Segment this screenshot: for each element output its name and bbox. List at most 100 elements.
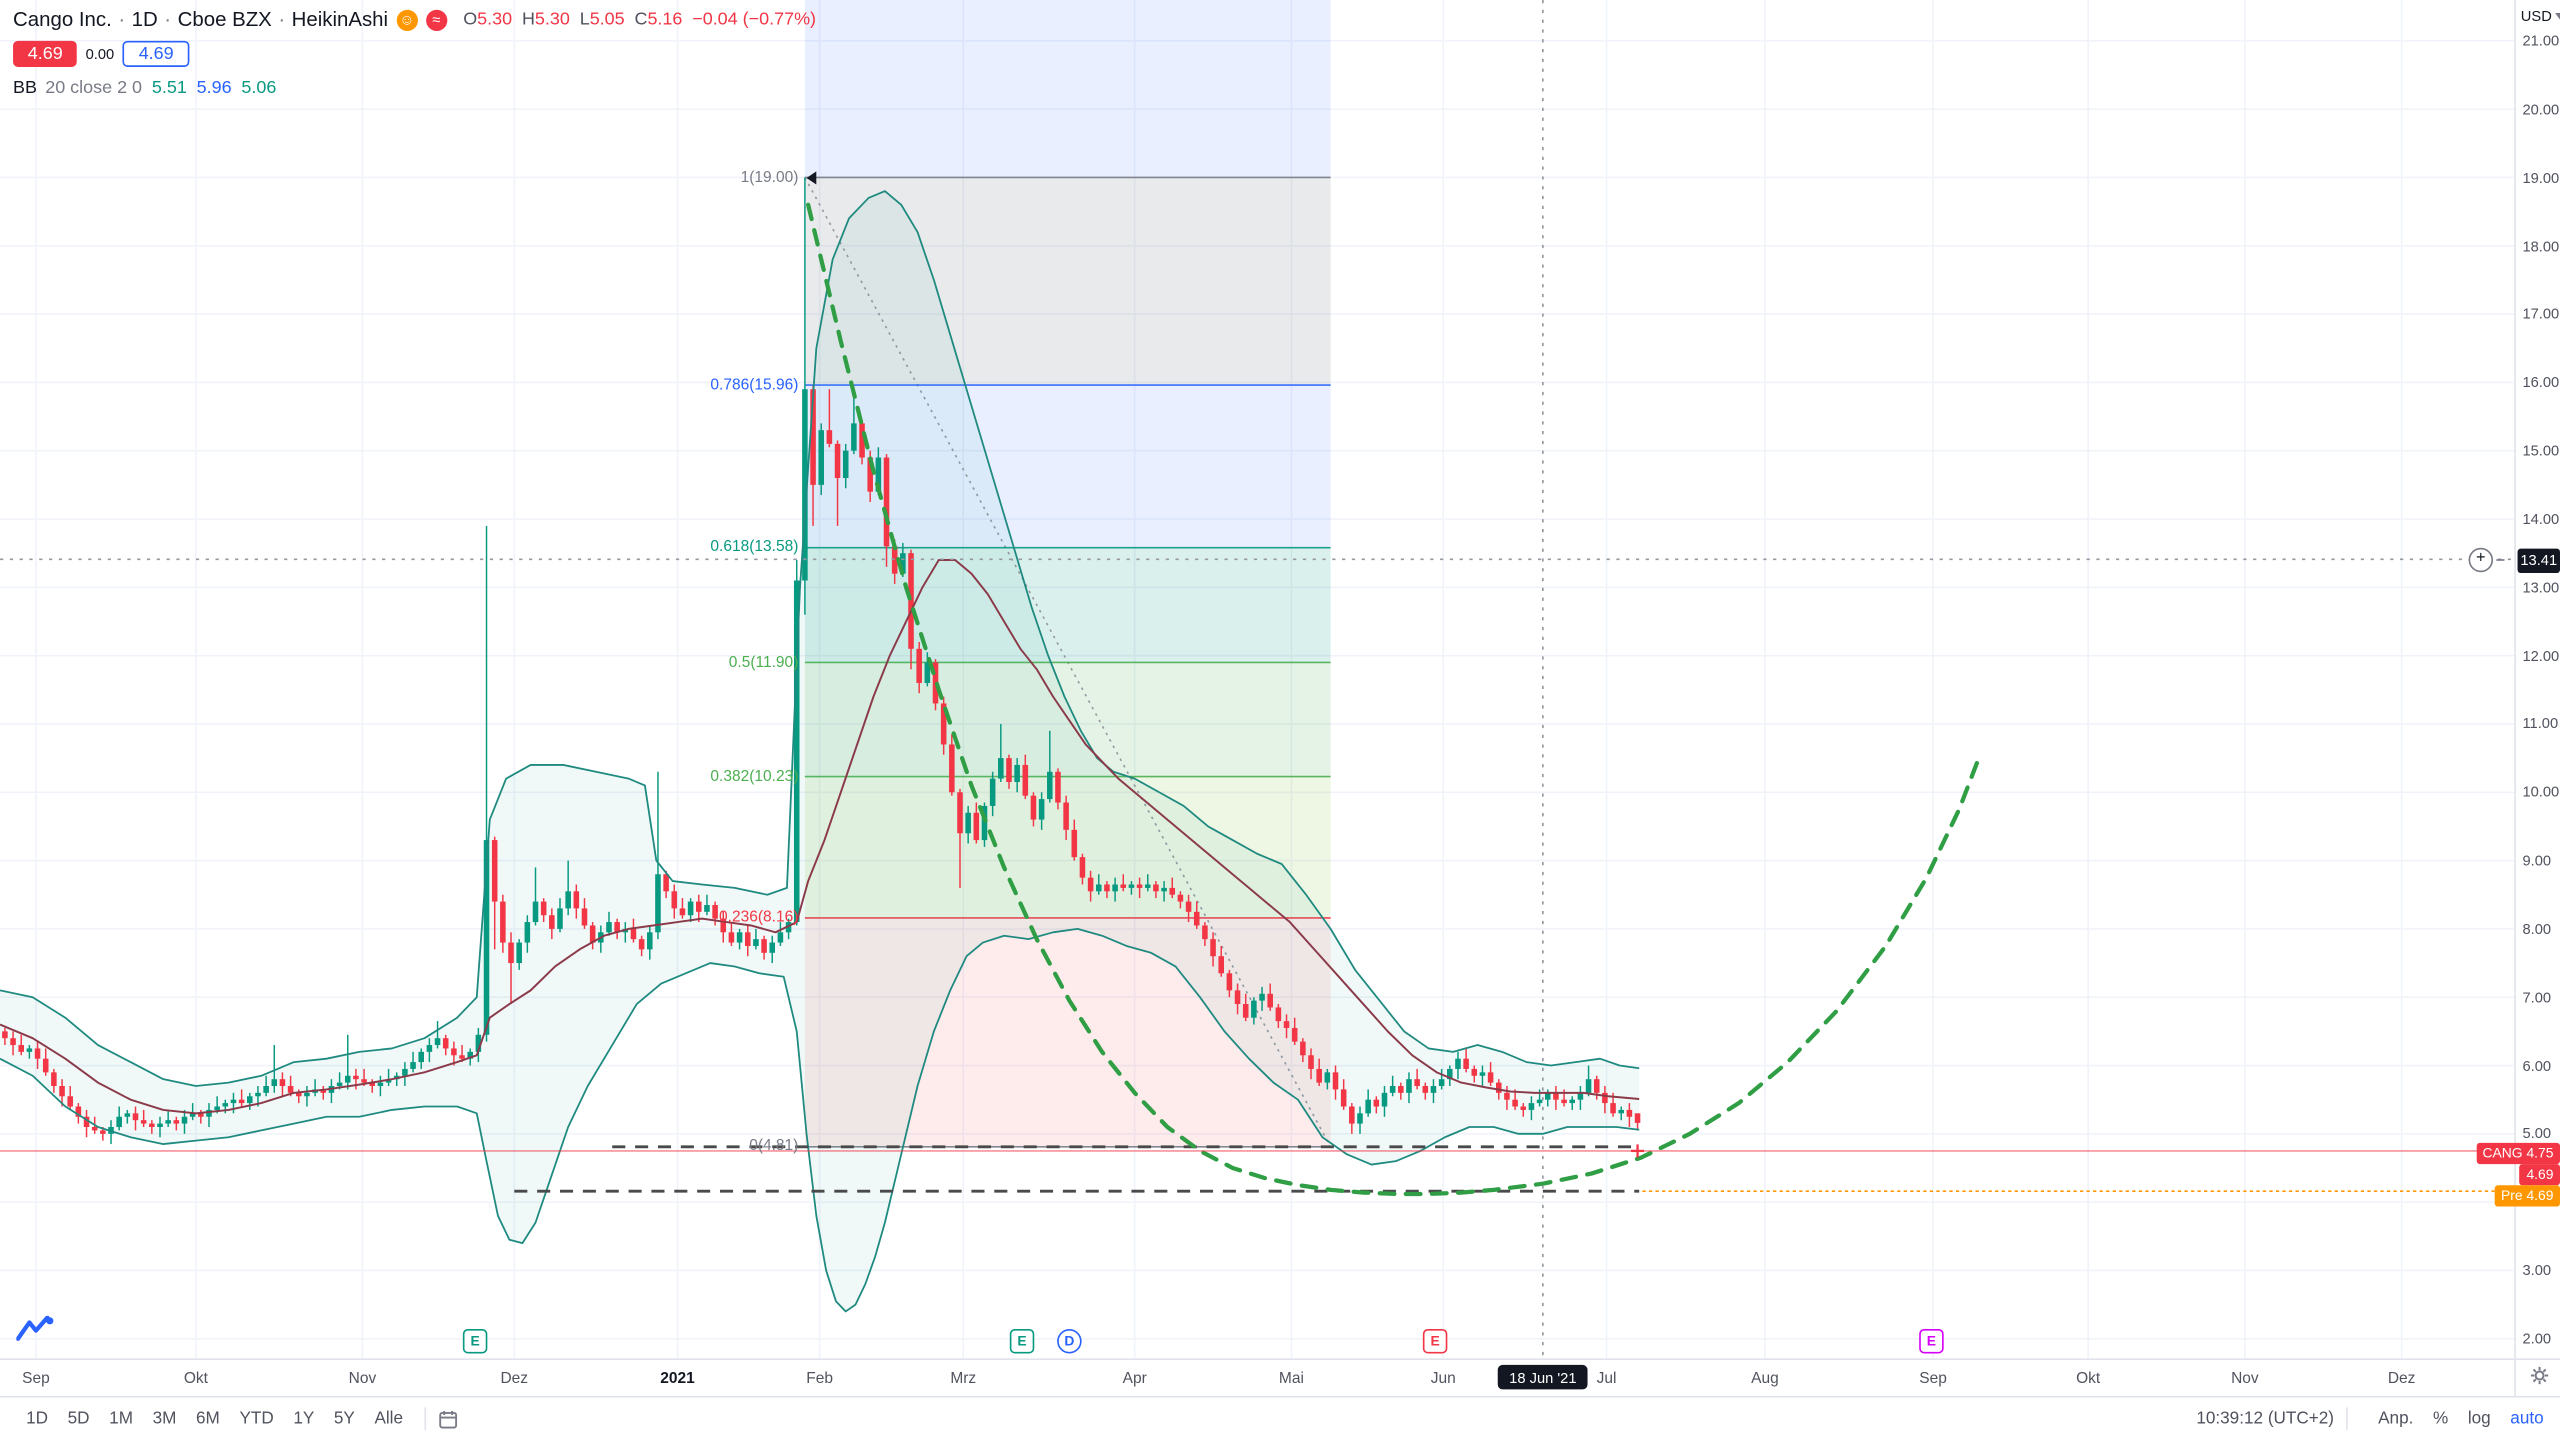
toggle-anp[interactable]: Anp.: [2378, 1408, 2414, 1429]
go-to-date-icon[interactable]: [437, 1408, 458, 1429]
axis-corner: [2514, 1358, 2560, 1398]
sentiment-icon[interactable]: ☺: [396, 8, 418, 31]
chart-canvas[interactable]: [0, 0, 2515, 1359]
time-tick-label: Nov: [2231, 1369, 2259, 1388]
scale-controls: 10:39:12 (UTC+2) Anp.% log auto: [2196, 1407, 2544, 1431]
timezone-clock[interactable]: 10:39:12 (UTC+2): [2196, 1408, 2335, 1429]
price-label-badge: CANG 4.75: [2475, 1142, 2560, 1164]
range-button-3m[interactable]: 3M: [152, 1408, 177, 1429]
time-axis[interactable]: Sep Okt Nov Dez 2021 Feb Mrz Apr Mai Jun Jul Aug Sep…: [0, 1358, 2515, 1398]
estimates-icon[interactable]: ≈: [425, 8, 447, 31]
price-label-badge: Pre 4.69: [2494, 1185, 2560, 1206]
plus-icon[interactable]: +: [2468, 547, 2494, 572]
fib-level-label: 0.5(11.90): [728, 653, 799, 672]
time-tick-label: Aug: [1751, 1369, 1779, 1388]
legend-separator: ·: [118, 8, 126, 32]
change-value: −0.04 (−0.77%): [692, 9, 817, 30]
price-tick-label: 16.00: [2522, 374, 2560, 391]
range-button-1d[interactable]: 1D: [26, 1408, 49, 1429]
price-tick-label: 12.00: [2522, 647, 2560, 664]
time-tick-label: Jun: [1430, 1369, 1456, 1388]
symbol-title[interactable]: Cango Inc.: [13, 8, 112, 32]
price-tick-label: 2.00: [2522, 1330, 2552, 1347]
interval-label[interactable]: 1D: [131, 8, 158, 32]
indicator-value: 5.51: [151, 78, 187, 98]
price-tick-label: 8.00: [2522, 920, 2552, 938]
spread-value: 0.00: [85, 45, 115, 63]
earnings-event-badge[interactable]: E: [1009, 1328, 1035, 1354]
price-tick-label: 20.00: [2522, 100, 2560, 118]
indicator-name[interactable]: BB: [13, 78, 38, 98]
crosshair-price-badge: 13.41: [2517, 547, 2560, 573]
open-label: O: [463, 9, 478, 30]
time-tick-label: Dez: [2387, 1369, 2416, 1388]
chart-pane[interactable]: Cango Inc. · 1D · Cboe BZX · HeikinAshi …: [0, 0, 2515, 1359]
toolbar-divider: [2345, 1407, 2348, 1431]
close-label: C: [634, 9, 648, 30]
range-buttons: 1D 5D 1M 3M 6M YTD 1Y 5Y Alle: [16, 1404, 413, 1433]
time-tick-label: Jul: [1596, 1369, 1617, 1388]
high-value: 5.30: [534, 9, 570, 30]
range-button-1y[interactable]: 1Y: [293, 1408, 315, 1429]
price-tick-label: 3.00: [2522, 1262, 2552, 1279]
time-tick-label: Nov: [348, 1369, 377, 1388]
price-tick-label: 6.00: [2522, 1057, 2552, 1074]
range-switcher: 1D 5D 1M 3M 6M YTD 1Y 5Y Alle: [16, 1404, 458, 1433]
bottom-toolbar: 1D 5D 1M 3M 6M YTD 1Y 5Y Alle 10:39:12 (UTC+2) A…: [0, 1395, 2560, 1440]
low-value: 5.05: [589, 9, 625, 30]
fib-level-label: 0(4.81): [749, 1137, 799, 1156]
open-value: 5.30: [477, 9, 513, 30]
toggle-log[interactable]: log: [2467, 1408, 2491, 1429]
time-tick-label: 2021: [660, 1369, 695, 1388]
price-tick-label: 21.00: [2522, 32, 2560, 49]
price-tick-label: 19.00: [2522, 169, 2560, 186]
indicator-value: 5.96: [196, 78, 232, 98]
range-button-5d[interactable]: 5D: [67, 1408, 90, 1429]
price-label-badge: 4.69: [2519, 1164, 2560, 1185]
price-axis[interactable]: USD 21.00 20.00 19.00 18.00 17.00 16.00 15.00 1…: [2475, 0, 2560, 1359]
add-alert-button[interactable]: +: [2468, 547, 2505, 572]
time-tick-label: Mai: [1278, 1369, 1304, 1388]
ohlc-readout: O5.30 H5.30 L5.05 C5.16 −0.04 (−0.77%): [463, 10, 816, 30]
time-tick-label: Okt: [183, 1369, 208, 1388]
sell-button[interactable]: 4.69: [13, 40, 78, 67]
earnings-event-badge[interactable]: E: [462, 1328, 488, 1354]
time-tick-label: Feb: [806, 1369, 833, 1388]
tradingview-logo[interactable]: [15, 1315, 55, 1350]
time-tick-label: Sep: [22, 1369, 50, 1388]
dividend-event-badge[interactable]: D: [1057, 1328, 1082, 1354]
legend-separator: ·: [164, 8, 172, 32]
toggle-auto[interactable]: auto: [2510, 1408, 2544, 1429]
fib-level-label: 0.236(8.16): [719, 908, 799, 927]
price-tick-label: 15.00: [2522, 442, 2560, 459]
buy-button[interactable]: 4.69: [122, 40, 190, 67]
range-button-1m[interactable]: 1M: [109, 1408, 134, 1429]
time-tick-label: Mrz: [950, 1369, 977, 1388]
toolbar-divider: [424, 1407, 426, 1431]
chart-legend: Cango Inc. · 1D · Cboe BZX · HeikinAshi …: [13, 8, 816, 98]
indicator-values: 5.51 5.96 5.06: [142, 78, 277, 98]
close-value: 5.16: [647, 9, 683, 30]
price-tick-label: 14.00: [2522, 510, 2560, 528]
crosshair-date-badge: 18 Jun '21: [1497, 1364, 1588, 1390]
price-tick-label: 5.00: [2522, 1125, 2552, 1142]
currency-selector[interactable]: USD: [2521, 8, 2560, 24]
range-button-ytd[interactable]: YTD: [239, 1408, 274, 1429]
range-button-alle[interactable]: Alle: [374, 1408, 404, 1429]
price-tick-label: 13.00: [2522, 579, 2560, 596]
legend-separator: ·: [278, 8, 286, 32]
price-tick-label: 10.00: [2522, 784, 2560, 801]
fib-level-label: 1(19.00): [740, 168, 799, 187]
settings-gear-icon[interactable]: [2528, 1364, 2549, 1393]
indicator-params: 20 close 2 0: [45, 78, 143, 98]
price-tick-label: 7.00: [2522, 989, 2552, 1006]
price-tick-label: 9.00: [2522, 852, 2552, 869]
earnings-event-badge[interactable]: E: [1919, 1328, 1944, 1354]
toggle-%[interactable]: %: [2432, 1408, 2449, 1429]
chart-type-label[interactable]: HeikinAshi: [291, 8, 389, 32]
exchange-label[interactable]: Cboe BZX: [177, 8, 272, 32]
earnings-event-badge[interactable]: E: [1422, 1328, 1448, 1354]
range-button-6m[interactable]: 6M: [196, 1408, 220, 1429]
high-label: H: [521, 9, 535, 30]
range-button-5y[interactable]: 5Y: [333, 1408, 355, 1429]
